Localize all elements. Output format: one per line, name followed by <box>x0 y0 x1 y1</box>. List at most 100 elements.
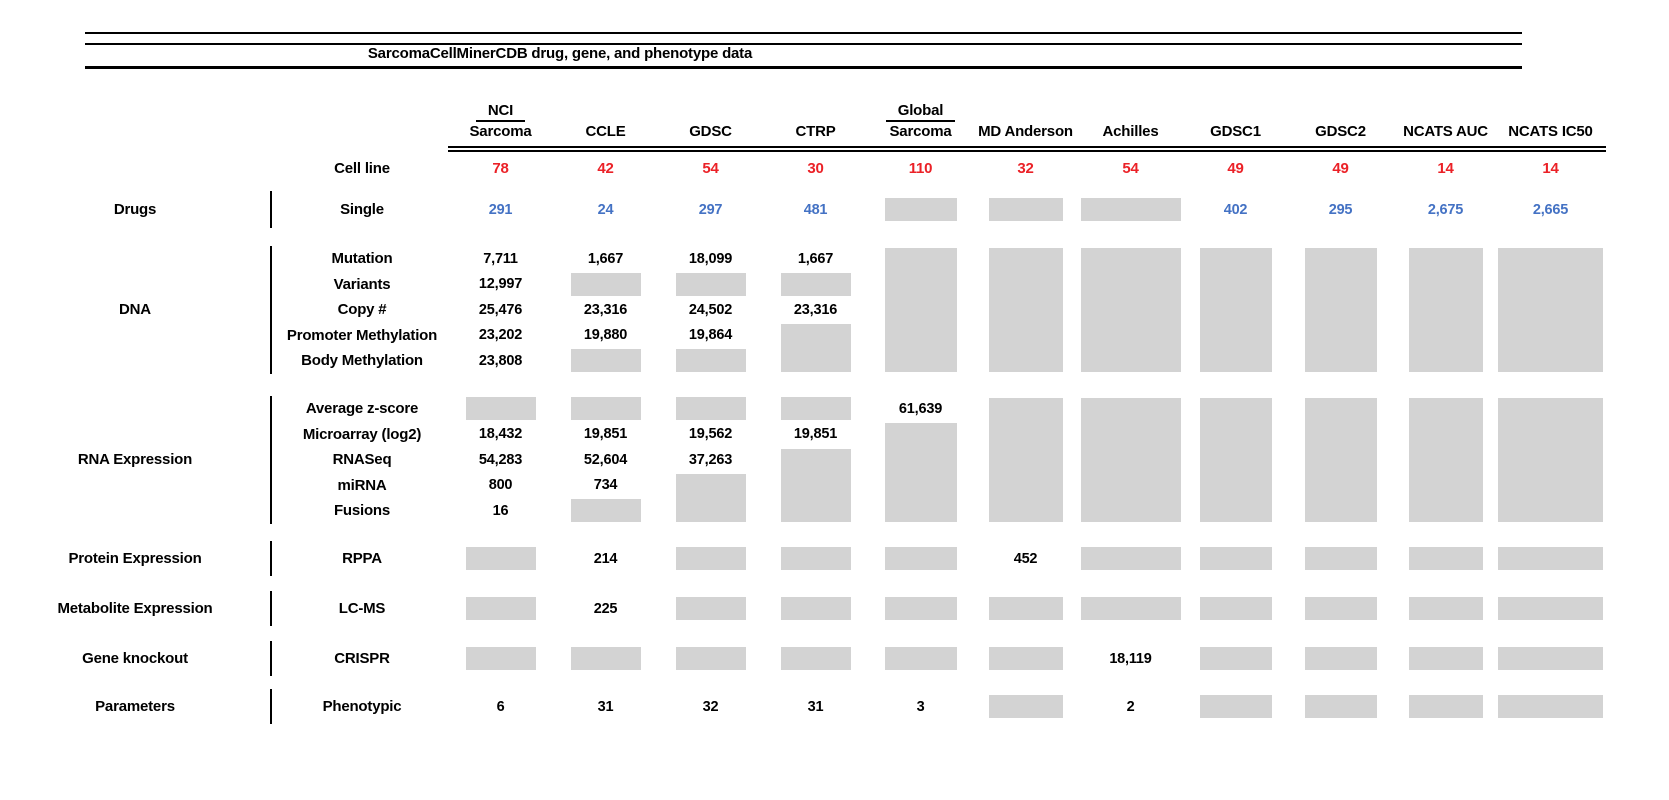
no-data-box <box>1408 647 1483 670</box>
data-cell-nci-sarcoma <box>448 595 553 622</box>
data-cell-ctrp <box>763 645 868 672</box>
column-header-top-label: NCI <box>475 101 526 122</box>
row-label: LC-MS <box>338 600 386 617</box>
data-cell-gdsc <box>658 396 763 422</box>
data-cell-nci-sarcoma: 7,711 <box>483 250 518 267</box>
data-cell-ncats-auc: 2,675 <box>1427 201 1464 218</box>
no-data-box <box>1199 547 1272 570</box>
no-data-box <box>465 397 536 421</box>
no-data-box <box>884 647 957 670</box>
section-label: Gene knockout <box>82 650 188 667</box>
data-cell-gdsc1 <box>1183 246 1288 374</box>
data-cell-global-sarcoma <box>868 246 973 374</box>
data-cell-md-anderson <box>973 396 1078 524</box>
column-header-label: Achilles <box>1102 123 1159 140</box>
data-cell-gdsc: 37,263 <box>688 451 733 468</box>
no-data-box <box>1498 597 1603 620</box>
data-cell-nci-sarcoma: 12,997 <box>478 276 523 293</box>
section-label: Parameters <box>95 698 175 715</box>
column-header-gdsc: GDSC <box>658 86 763 146</box>
data-cell-ccle <box>553 645 658 672</box>
no-data-box <box>675 349 746 373</box>
data-cell-ccle: 225 <box>593 600 618 617</box>
section-divider <box>270 541 276 576</box>
column-header-global-sarcoma: Global Sarcoma <box>868 86 973 146</box>
data-cell-md-anderson <box>973 246 1078 374</box>
column-header-gdsc1: GDSC1 <box>1183 86 1288 146</box>
no-data-box <box>884 247 957 372</box>
no-data-box <box>1199 397 1272 522</box>
data-cell-ctrp: 481 <box>803 201 828 218</box>
cell-line-row: Cell line 78 42 54 30 110 32 54 49 49 14 14 <box>0 155 1603 182</box>
no-data-box <box>988 647 1063 670</box>
data-cell-achilles <box>1078 195 1183 224</box>
data-cell-nci-sarcoma <box>448 645 553 672</box>
column-header-gdsc2: GDSC2 <box>1288 86 1393 146</box>
no-data-box <box>570 397 641 421</box>
data-cell-ccle <box>553 272 658 298</box>
cell-line-count-md-anderson: 32 <box>1017 160 1034 177</box>
section-label: DNA <box>119 301 151 319</box>
section-label: Metabolite Expression <box>57 600 213 617</box>
column-header-label: CCLE <box>585 123 626 140</box>
data-cell-ctrp <box>763 396 868 422</box>
row-label: Phenotypic <box>322 698 402 715</box>
no-data-box <box>1498 695 1603 718</box>
column-header-label: GDSC2 <box>1315 123 1366 140</box>
row-label: Body Methylation <box>301 352 423 370</box>
data-cell-ctrp: 23,316 <box>793 301 838 318</box>
no-data-box <box>1199 597 1272 620</box>
no-data-box <box>884 597 957 620</box>
column-header-achilles: Achilles <box>1078 86 1183 146</box>
no-data-box <box>570 349 641 373</box>
no-data-box <box>780 324 851 372</box>
no-data-box <box>1304 695 1377 718</box>
data-cell-gdsc1 <box>1183 693 1288 720</box>
no-data-box <box>1408 695 1483 718</box>
data-cell-global-sarcoma <box>868 545 973 572</box>
row-label: Average z-score <box>305 400 419 418</box>
no-data-box <box>465 597 536 620</box>
cell-line-label: Cell line <box>334 160 390 177</box>
no-data-box <box>570 647 641 670</box>
data-cell-md-anderson <box>973 195 1078 224</box>
data-cell-md-anderson <box>973 645 1078 672</box>
no-data-box <box>884 423 957 522</box>
data-cell-gdsc2 <box>1288 645 1393 672</box>
data-cell-ncats-ic50 <box>1498 595 1603 622</box>
data-cell-gdsc2 <box>1288 595 1393 622</box>
data-cell-ccle: 52,604 <box>583 451 628 468</box>
section-protein-expression: Protein Expression RPPA 214 452 <box>0 541 1603 576</box>
title-rule-top <box>85 32 1522 34</box>
column-header-label: Sarcoma <box>889 123 952 140</box>
section-divider <box>270 191 276 228</box>
row-label: Fusions <box>333 502 391 520</box>
no-data-box <box>884 198 957 221</box>
no-data-box <box>780 597 851 620</box>
section-drugs: Drugs Single 291 24 297 481 402 295 2,675 2,665 <box>0 191 1603 228</box>
column-header-md-anderson: MD Anderson <box>973 86 1078 146</box>
data-cell-nci-sarcoma: 291 <box>488 201 513 218</box>
no-data-box <box>1199 247 1272 372</box>
no-data-box <box>988 695 1063 718</box>
data-cell-ctrp: 31 <box>807 698 824 715</box>
column-header-label: GDSC1 <box>1210 123 1261 140</box>
no-data-box <box>1498 397 1603 522</box>
data-cell-ncats-auc <box>1393 693 1498 720</box>
figure-title: SarcomaCellMinerCDB drug, gene, and phen… <box>367 45 753 62</box>
data-cell-ctrp: 19,851 <box>793 426 838 443</box>
no-data-box <box>1498 547 1603 570</box>
data-cell-global-sarcoma: 61,639 <box>898 400 943 417</box>
data-cell-achilles <box>1078 396 1183 524</box>
no-data-box <box>675 474 746 522</box>
cell-line-count-achilles: 54 <box>1122 160 1139 177</box>
row-label: Promoter Methylation <box>286 326 438 344</box>
data-cell-md-anderson <box>973 595 1078 622</box>
no-data-box <box>1304 547 1377 570</box>
data-cell-gdsc <box>658 348 763 374</box>
data-cell-ccle: 23,316 <box>583 301 628 318</box>
column-header-row: NCI Sarcoma CCLE GDSC CTRP Global Sarcoma MD An… <box>0 86 1603 146</box>
data-cell-ncats-auc <box>1393 595 1498 622</box>
data-cell-ctrp <box>763 545 868 572</box>
data-cell-gdsc2 <box>1288 693 1393 720</box>
